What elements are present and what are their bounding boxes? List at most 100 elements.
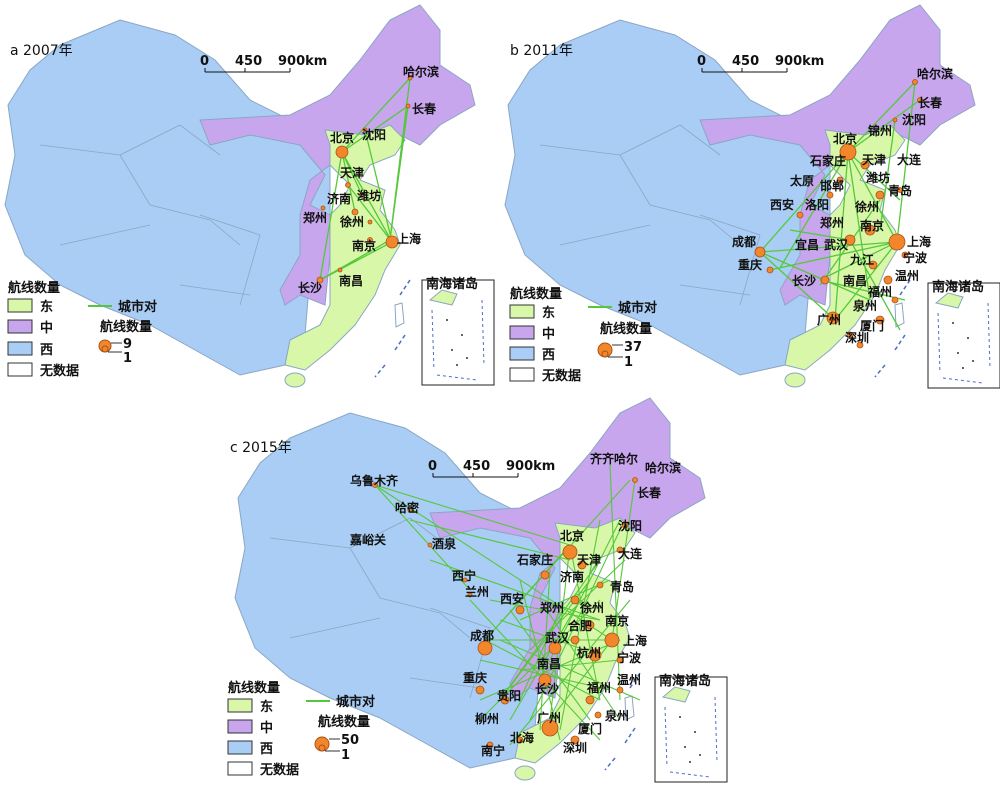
svg-text:无数据: 无数据 (541, 368, 581, 384)
svg-text:长春: 长春 (918, 95, 943, 110)
svg-text:哈尔滨: 哈尔滨 (645, 460, 681, 475)
svg-text:长沙: 长沙 (298, 280, 322, 295)
panel-c: c 2015年 0 450 900km (227, 397, 728, 783)
svg-text:上海: 上海 (623, 633, 647, 648)
inset-a: 南海诸岛 (421, 276, 495, 386)
svg-text:南京: 南京 (352, 238, 376, 253)
svg-text:成都: 成都 (732, 234, 756, 249)
svg-text:长春: 长春 (412, 101, 437, 116)
svg-text:0: 0 (200, 54, 209, 69)
panel-a: a 2007年 0 450 900km 哈尔滨 长春 北京 沈阳 (4, 4, 495, 388)
svg-text:广州: 广州 (817, 312, 841, 327)
svg-text:南海诸岛: 南海诸岛 (932, 279, 984, 295)
svg-text:无数据: 无数据 (39, 363, 79, 379)
svg-text:成都: 成都 (470, 628, 494, 643)
svg-text:福州: 福州 (586, 680, 611, 695)
svg-text:哈尔滨: 哈尔滨 (403, 64, 439, 79)
legend-c: 航线数量 东 中 西 无数据 城市对 航线数量 50 1 (227, 680, 375, 778)
svg-text:郑州: 郑州 (820, 215, 844, 230)
svg-text:锦州: 锦州 (868, 123, 892, 138)
svg-text:中: 中 (260, 720, 273, 736)
svg-text:北海: 北海 (510, 730, 534, 745)
svg-text:武汉: 武汉 (824, 237, 849, 252)
city-nodes (754, 79, 923, 349)
svg-text:天津: 天津 (340, 165, 364, 180)
svg-text:西安: 西安 (770, 197, 794, 212)
panel-b-title: b 2011年 (510, 43, 573, 59)
city-nodes (316, 75, 413, 284)
svg-text:宁波: 宁波 (903, 250, 928, 265)
svg-text:北京: 北京 (833, 131, 857, 146)
svg-text:大连: 大连 (897, 152, 922, 167)
svg-text:长沙: 长沙 (535, 681, 559, 696)
svg-text:福州: 福州 (867, 284, 892, 299)
svg-text:潍坊: 潍坊 (356, 188, 381, 203)
svg-text:450: 450 (235, 54, 262, 69)
svg-text:泉州: 泉州 (605, 708, 629, 723)
svg-text:太原: 太原 (790, 173, 814, 188)
svg-text:航线数量: 航线数量 (100, 319, 152, 335)
svg-text:50: 50 (341, 733, 359, 748)
svg-text:无数据: 无数据 (259, 762, 299, 778)
svg-text:北京: 北京 (330, 130, 354, 145)
svg-text:450: 450 (463, 459, 490, 474)
svg-text:九江: 九江 (849, 252, 874, 267)
svg-text:长春: 长春 (637, 485, 662, 500)
svg-text:兰州: 兰州 (465, 584, 489, 599)
route-lines (759, 81, 921, 331)
svg-text:1: 1 (341, 748, 350, 763)
svg-text:城市对: 城市对 (618, 300, 657, 316)
svg-text:900km: 900km (775, 54, 824, 69)
svg-text:泉州: 泉州 (853, 298, 877, 313)
svg-text:嘉峪关: 嘉峪关 (349, 532, 386, 547)
svg-text:济南: 济南 (560, 569, 584, 584)
svg-text:1: 1 (624, 355, 633, 370)
svg-text:宁波: 宁波 (617, 650, 642, 665)
svg-text:航线数量: 航线数量 (510, 286, 562, 302)
svg-text:西: 西 (40, 343, 53, 358)
svg-text:厦门: 厦门 (578, 721, 602, 736)
svg-text:北京: 北京 (560, 528, 584, 543)
svg-text:郑州: 郑州 (303, 210, 327, 225)
svg-text:徐州: 徐州 (854, 199, 879, 214)
svg-text:900km: 900km (278, 54, 327, 69)
svg-text:温州: 温州 (895, 269, 919, 283)
route-lines (319, 77, 411, 281)
svg-text:深圳: 深圳 (563, 740, 587, 755)
svg-text:重庆: 重庆 (463, 670, 487, 685)
svg-text:南海诸岛: 南海诸岛 (659, 673, 711, 689)
svg-text:广州: 广州 (537, 710, 561, 725)
svg-text:天津: 天津 (577, 552, 601, 567)
svg-text:济南: 济南 (327, 191, 351, 206)
svg-text:0: 0 (697, 54, 706, 69)
svg-text:厦门: 厦门 (860, 318, 884, 333)
svg-text:石家庄: 石家庄 (809, 153, 846, 168)
scale-bar: 0 450 900km (428, 459, 555, 478)
scale-bar: 0 450 900km (697, 54, 824, 73)
svg-text:城市对: 城市对 (118, 299, 157, 315)
svg-text:天津: 天津 (862, 152, 886, 167)
svg-text:航线数量: 航线数量 (8, 280, 60, 296)
svg-text:徐州: 徐州 (339, 214, 364, 229)
svg-text:乌鲁木齐: 乌鲁木齐 (350, 473, 399, 488)
svg-text:城市对: 城市对 (336, 694, 375, 710)
svg-text:长沙: 长沙 (792, 273, 816, 288)
svg-text:航线数量: 航线数量 (318, 714, 370, 730)
svg-text:哈密: 哈密 (395, 500, 419, 515)
svg-text:沈阳: 沈阳 (362, 127, 386, 142)
svg-text:南宁: 南宁 (481, 743, 505, 758)
svg-text:中: 中 (542, 326, 555, 342)
city-labels: 齐齐哈尔 哈尔滨 乌鲁木齐 长春 哈密 沈阳 嘉峪关 酒泉 北京 大连 石家庄 … (349, 451, 681, 758)
city-labels: 哈尔滨 长春 北京 锦州 沈阳 石家庄 天津 大连 太原 邯郸 潍坊 青岛 西安… (732, 66, 953, 345)
svg-text:石家庄: 石家庄 (516, 552, 553, 567)
svg-text:航线数量: 航线数量 (228, 680, 280, 696)
legend-a: 航线数量 东 中 西 无数据 城市对 航线数量 9 1 (7, 280, 157, 379)
svg-text:东: 东 (260, 699, 273, 715)
svg-text:合肥: 合肥 (568, 618, 592, 633)
svg-text:沈阳: 沈阳 (902, 112, 926, 127)
svg-text:900km: 900km (506, 459, 555, 474)
svg-text:柳州: 柳州 (475, 711, 499, 726)
svg-text:酒泉: 酒泉 (432, 536, 457, 551)
svg-text:南京: 南京 (605, 613, 629, 628)
scale-bar: 0 450 900km (200, 54, 327, 73)
